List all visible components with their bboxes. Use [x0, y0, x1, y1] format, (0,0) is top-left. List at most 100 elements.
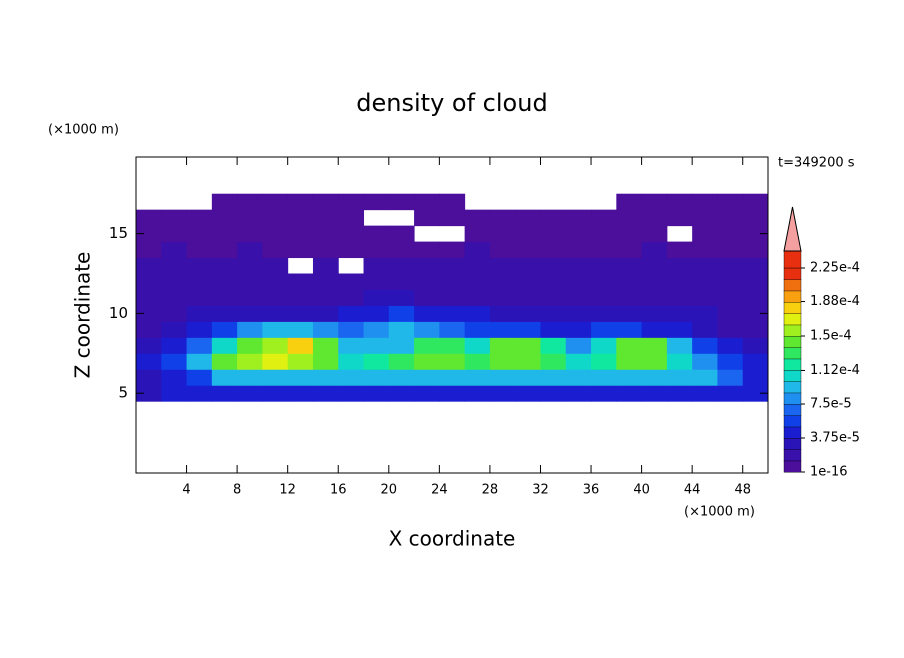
- contour-cell: [565, 369, 592, 386]
- colorbar-band: [783, 335, 802, 348]
- contour-cell: [287, 225, 314, 243]
- colorbar-band: [783, 267, 802, 280]
- contour-cell: [287, 369, 314, 386]
- contour-cell: [439, 273, 466, 290]
- contour-cell: [641, 353, 668, 370]
- contour-cell: [565, 385, 592, 402]
- contour-cell: [237, 209, 263, 227]
- contour-cell: [540, 289, 567, 306]
- contour-cell: [742, 321, 768, 338]
- contour-cell: [287, 353, 314, 370]
- contour-cell: [666, 273, 693, 290]
- contour-cell: [439, 305, 466, 322]
- contour-cell: [464, 353, 491, 370]
- contour-cell: [186, 257, 213, 275]
- contour-cell: [388, 385, 415, 402]
- contour-cell: [262, 225, 289, 243]
- contour-cell: [237, 257, 263, 275]
- contour-cell: [742, 209, 768, 227]
- contour-cell: [489, 209, 516, 227]
- contour-cell: [540, 273, 567, 290]
- contour-cell: [262, 385, 289, 402]
- contour-cell: [641, 225, 668, 243]
- contour-cell: [439, 353, 466, 370]
- contour-cell: [717, 193, 744, 211]
- contour-cell: [666, 209, 693, 227]
- contour-cell: [161, 385, 188, 402]
- y-tick-label: 15: [109, 224, 128, 242]
- contour-cell: [186, 337, 213, 354]
- y-tick-label: 10: [109, 304, 128, 322]
- contour-cell: [641, 257, 668, 275]
- contour-cell: [136, 225, 162, 243]
- contour-cell: [591, 289, 617, 306]
- contour-cell: [287, 305, 314, 322]
- contour-cell: [338, 193, 365, 211]
- contour-cell: [237, 353, 263, 370]
- contour-cell: [666, 353, 693, 370]
- contour-cell: [338, 321, 365, 338]
- contour-cell: [237, 385, 263, 402]
- contour-cell: [742, 193, 768, 211]
- contour-cell: [540, 257, 567, 275]
- x-unit: (×1000 m): [684, 505, 755, 520]
- contour-cell: [161, 321, 188, 338]
- colorbar-band: [783, 358, 802, 371]
- contour-cell: [237, 225, 263, 243]
- contour-cell: [666, 385, 693, 402]
- contour-cell: [161, 225, 188, 243]
- contour-cell: [414, 273, 440, 290]
- contour-cell: [666, 369, 693, 386]
- contour-cell: [742, 337, 768, 354]
- contour-cell: [287, 241, 314, 259]
- contour-cell: [211, 241, 238, 259]
- contour-cell: [591, 257, 617, 275]
- contour-cell: [641, 305, 668, 322]
- x-tick-label: 12: [279, 483, 296, 498]
- contour-cell: [692, 337, 718, 354]
- contour-cell: [414, 241, 440, 259]
- contour-cell: [262, 257, 289, 275]
- contour-cell: [591, 305, 617, 322]
- x-tick-label: 24: [431, 483, 448, 498]
- y-tick-label: 5: [118, 384, 128, 402]
- contour-cell: [363, 321, 390, 338]
- contour-cell: [515, 241, 541, 259]
- contour-cell: [591, 273, 617, 290]
- colorbar-tick-label: 1.12e-4: [810, 363, 860, 378]
- contour-cell: [414, 257, 440, 275]
- contour-cell: [388, 289, 415, 306]
- contour-cell: [338, 241, 365, 259]
- contour-cell: [262, 241, 289, 259]
- contour-cell: [388, 321, 415, 338]
- contour-cell: [237, 289, 263, 306]
- contour-cell: [641, 273, 668, 290]
- contour-cell: [414, 193, 440, 211]
- contour-cell: [717, 337, 744, 354]
- colorbar-band: [783, 437, 802, 450]
- contour-cell: [565, 273, 592, 290]
- contour-cell: [565, 321, 592, 338]
- contour-cell: [439, 289, 466, 306]
- contour-cell: [515, 289, 541, 306]
- contour-cell: [262, 353, 289, 370]
- contour-cell: [464, 321, 491, 338]
- contour-cell: [515, 273, 541, 290]
- plot-frame: [135, 156, 769, 474]
- contour-cell: [616, 289, 643, 306]
- contour-cell: [591, 385, 617, 402]
- colorbar-band: [783, 347, 802, 360]
- contour-cell: [692, 209, 718, 227]
- contour-cell: [464, 257, 491, 275]
- contour-cell: [211, 257, 238, 275]
- contour-cell: [312, 257, 339, 275]
- contour-cell: [717, 209, 744, 227]
- contour-cell: [312, 337, 339, 354]
- contour-cell: [338, 337, 365, 354]
- contour-cell: [312, 289, 339, 306]
- contour-cell: [489, 337, 516, 354]
- x-axis-title: X coordinate: [389, 527, 516, 551]
- contour-cell: [591, 209, 617, 227]
- contour-cell: [237, 305, 263, 322]
- contour-cell: [540, 225, 567, 243]
